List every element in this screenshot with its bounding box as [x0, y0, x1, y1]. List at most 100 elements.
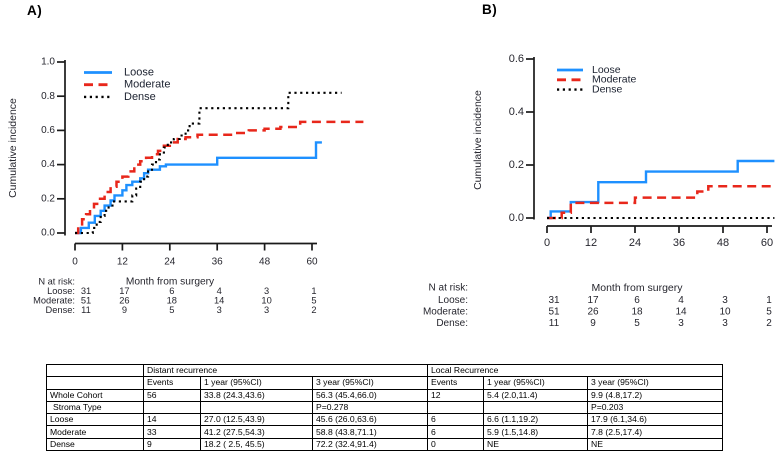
y-tick-label: 0.8	[41, 91, 55, 102]
risk-row-label: Moderate:	[33, 295, 75, 305]
risk-count: 51	[548, 307, 560, 318]
risk-count: 9	[590, 318, 596, 329]
summary-cell: 41.2 (27.5,54.3)	[200, 425, 313, 439]
risk-row-label: Loose:	[438, 295, 468, 306]
series-loose-curve	[547, 159, 775, 220]
y-tick-label: 0.4	[41, 159, 55, 170]
summary-cell: 12	[427, 388, 484, 402]
column-header: Events	[143, 376, 201, 390]
risk-count: 3	[264, 305, 269, 315]
risk-count: 1	[766, 295, 772, 306]
summary-cell: 6	[427, 413, 484, 427]
y-tick-label: 0.4	[509, 106, 524, 118]
summary-cell: NE	[483, 437, 588, 452]
risk-count: 14	[214, 295, 224, 305]
legend-label-loose: Loose	[592, 64, 621, 76]
risk-count: 26	[119, 295, 129, 305]
legend-label-dense: Dense	[592, 83, 623, 95]
summary-cell: 58.8 (43.8,71.1)	[312, 425, 428, 439]
column-header-row: Events 1 year (95%CI) 3 year (95%CI) Eve…	[46, 376, 723, 390]
risk-count: 31	[81, 286, 91, 296]
risk-count: 2	[311, 305, 316, 315]
x-tick-label: 60	[306, 257, 318, 268]
risk-row-label: Dense:	[46, 305, 75, 315]
recurrence-summary-table: Distant recurrence Local Recurrence Even…	[46, 363, 723, 452]
risk-row-label: Dense:	[436, 318, 468, 329]
panel-b-label: B)	[482, 2, 498, 17]
x-tick-label: 36	[673, 237, 685, 249]
summary-row-label: Dense	[46, 437, 144, 452]
risk-count: 1	[311, 286, 316, 296]
risk-count: 17	[587, 295, 599, 306]
summary-cell	[483, 400, 588, 415]
summary-row: Dense 9 18.2 ( 2.5, 45.5) 72.2 (32.4,91.4) 0…	[46, 437, 723, 452]
summary-cell: 9.9 (4.8,17.2)	[587, 388, 723, 402]
legend-label-dense: Dense	[124, 91, 156, 103]
summary-cell: NE	[587, 437, 723, 452]
column-header: 3 year (95%CI)	[587, 376, 723, 390]
series-loose-curve	[75, 141, 322, 235]
risk-count: 26	[587, 307, 599, 318]
risk-count: 4	[678, 295, 684, 306]
n-at-risk-header: N at risk:	[429, 283, 468, 294]
summary-cell: 0	[427, 437, 484, 452]
risk-count: 9	[122, 305, 127, 315]
local-recurrence-header: Local Recurrence	[427, 363, 723, 378]
risk-count: 10	[719, 307, 731, 318]
risk-count: 5	[311, 295, 316, 305]
summary-cell: 72.2 (32.4,91.4)	[312, 437, 428, 452]
risk-count: 3	[722, 318, 728, 329]
summary-row-label: Loose	[46, 413, 144, 427]
x-tick-label: 60	[761, 237, 773, 249]
x-tick-label: 24	[629, 237, 641, 249]
risk-count: 11	[81, 305, 91, 315]
risk-count: 17	[119, 286, 129, 296]
y-tick-label: 0.0	[509, 212, 524, 224]
risk-count: 4	[217, 286, 222, 296]
x-axis-title: Month from surgery	[126, 277, 215, 288]
x-tick-label: 0	[72, 257, 78, 268]
y-axis-title: Cumulative incidence	[472, 90, 484, 190]
summary-cell: P=0.278	[312, 400, 428, 415]
summary-cell: 18.2 ( 2.5, 45.5)	[200, 437, 313, 452]
summary-cell: 14	[143, 413, 201, 427]
summary-row: Loose 14 27.0 (12.5,43.9) 45.6 (26.0,63.6) 6…	[46, 413, 723, 427]
y-tick-label: 0.0	[41, 228, 55, 239]
y-tick-label: 0.6	[41, 125, 55, 136]
risk-count: 5	[634, 318, 640, 329]
column-header: Events	[427, 376, 484, 390]
risk-count: 31	[548, 295, 560, 306]
summary-row-label: Moderate	[46, 425, 144, 439]
summary-row-label: Stroma Type	[46, 400, 144, 415]
summary-cell: 5.4 (2.0,11.4)	[483, 388, 588, 402]
legend-label-moderate: Moderate	[124, 79, 170, 91]
x-tick-label: 0	[544, 237, 550, 249]
summary-cell: 6.6 (1.1,19.2)	[483, 413, 588, 427]
risk-count: 51	[81, 295, 91, 305]
risk-count: 5	[169, 305, 174, 315]
risk-count: 3	[217, 305, 222, 315]
risk-count: 10	[261, 295, 271, 305]
risk-count: 3	[678, 318, 684, 329]
section-header-row: Distant recurrence Local Recurrence	[46, 363, 723, 378]
y-tick-label: 0.6	[509, 53, 524, 65]
summary-cell: 7.8 (2.5,17.4)	[587, 425, 723, 439]
risk-row-label: Loose:	[47, 286, 75, 296]
summary-cell: P=0.203	[587, 400, 723, 415]
risk-count: 5	[766, 307, 772, 318]
cumulative-incidence-charts: 0.00.20.40.60.81.00 12 24 36 48 60Cumulative …	[7, 53, 775, 329]
y-tick-label: 0.2	[41, 193, 55, 204]
series-moderate-curve	[547, 184, 775, 220]
corner-cell	[46, 363, 144, 378]
risk-row-label: Moderate:	[423, 307, 468, 318]
y-tick-label: 1.0	[41, 57, 55, 68]
x-tick-label: 24	[164, 257, 176, 268]
risk-count: 3	[722, 295, 728, 306]
summary-row: Moderate 33 41.2 (27.5,54.3) 58.8 (43.8,71.…	[46, 425, 723, 439]
x-tick-label: 36	[212, 257, 224, 268]
summary-cell: 33.8 (24.3,43.6)	[200, 388, 313, 402]
summary-cell: 6	[427, 425, 484, 439]
summary-cell: 9	[143, 437, 201, 452]
summary-cell: 56.3 (45.4,66.0)	[312, 388, 428, 402]
summary-cell: 27.0 (12.5,43.9)	[200, 413, 313, 427]
